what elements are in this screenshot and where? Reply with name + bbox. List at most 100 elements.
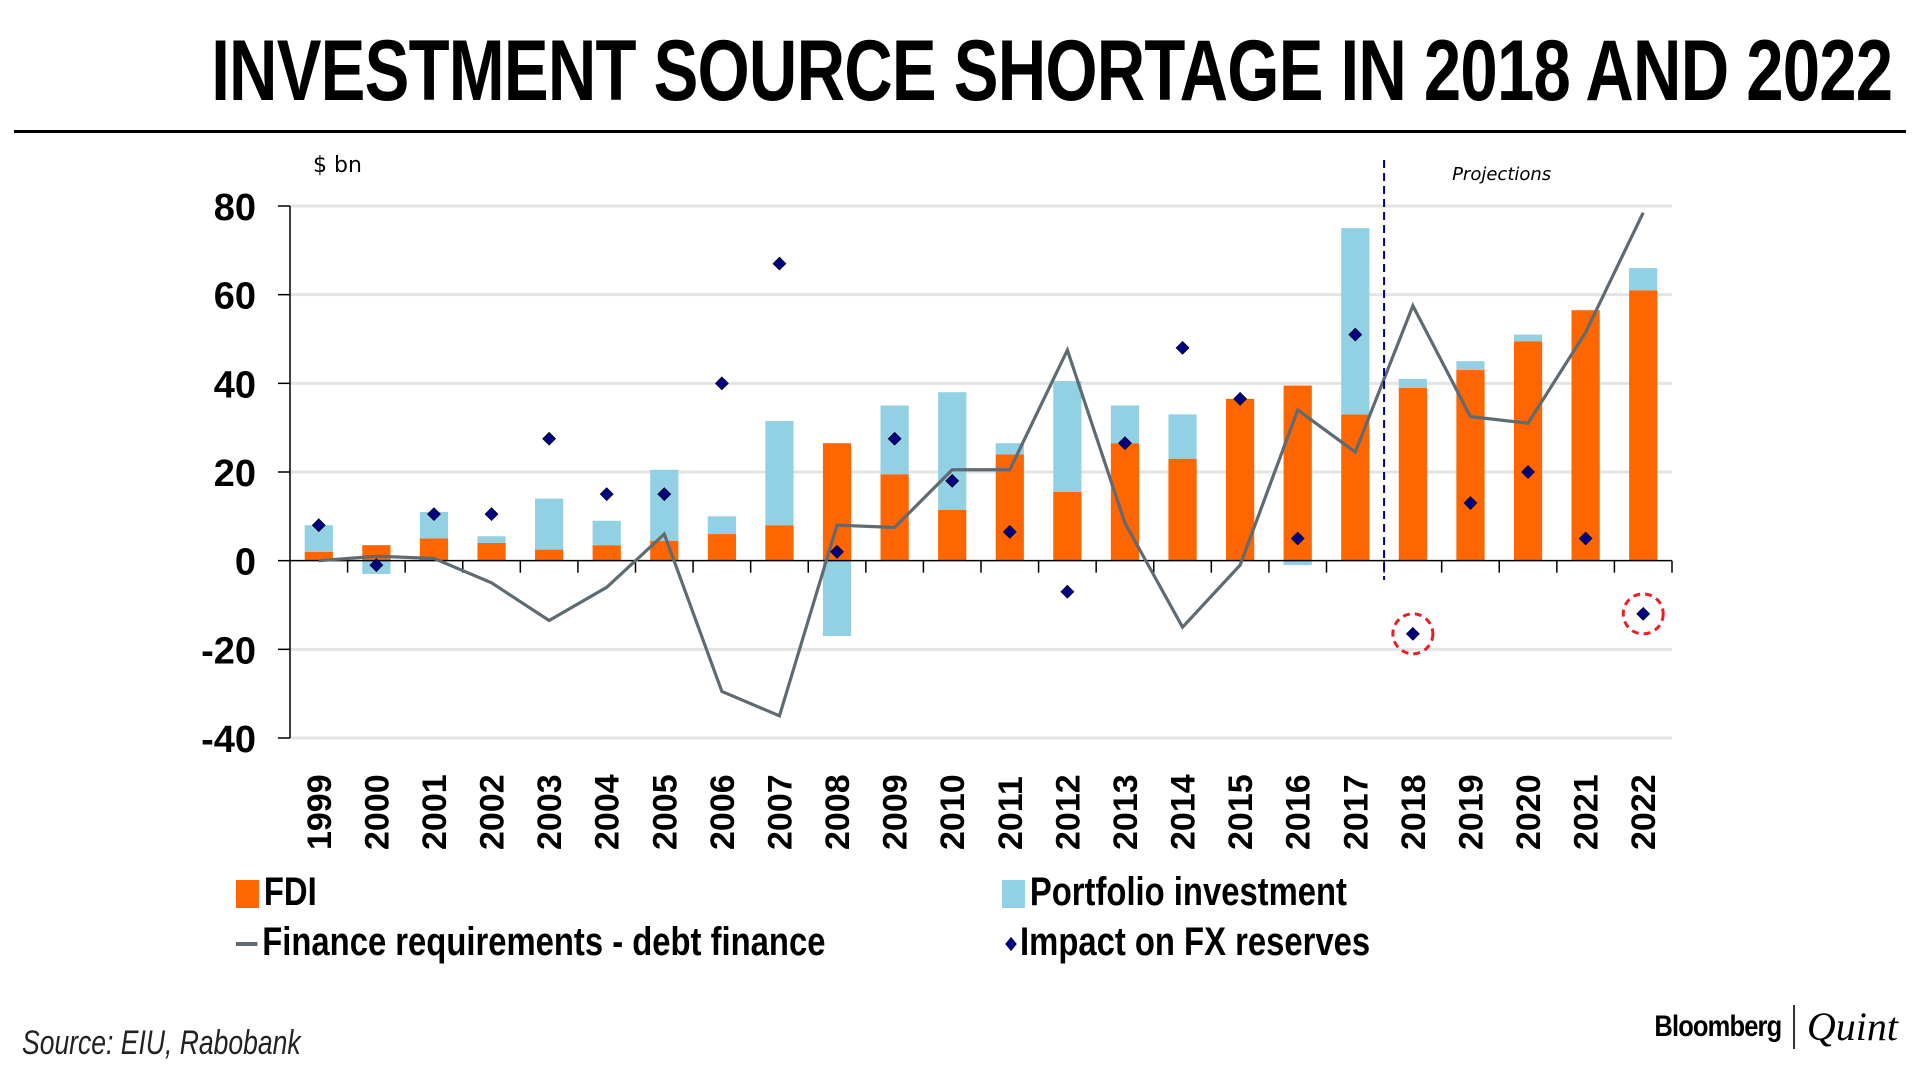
fx-reserve-point [1348,327,1363,342]
y-tick-label: -20 [201,630,256,672]
fx-reserve-point [1405,626,1420,641]
bar-fdi [304,551,333,561]
bars [304,228,1658,637]
fx-reserve-point [311,518,326,533]
x-tick-label: 2022 [1625,774,1663,850]
fx-reserve-point [1463,496,1478,510]
x-tick-label: 1999 [301,774,339,850]
x-tick-label: 2000 [358,774,396,850]
bar-fdi [765,525,794,561]
bar-portfolio [707,516,736,535]
bar-portfolio [1629,268,1658,291]
gridlines [290,204,1672,740]
fx-reserve-point [1002,524,1017,539]
fx-reserve-point [484,507,499,522]
source-note: Source: EIU, Rabobank [22,1024,301,1062]
y-tick-label: 60 [214,276,256,318]
x-tick-label: 2016 [1280,774,1318,850]
bar-fdi [1341,414,1370,561]
axis-labels: 80 60 40 20 0 -20 -40 $ bn 1999 2000 2001 2002 2003 2… [201,153,1663,850]
bar-portfolio [1341,228,1370,415]
x-tick-label: 2011 [992,776,1030,850]
projections-label: Projections [1452,164,1551,185]
fx-reserve-point [830,544,844,559]
line-swatch [236,942,258,947]
fx-reserve-point [1290,531,1305,546]
bar-fdi [1571,310,1600,561]
fx-reserve-point [369,558,384,573]
x-tick-label: 2020 [1510,774,1548,850]
x-tick-label: 2021 [1568,774,1606,850]
bar-fdi [1513,341,1543,561]
highlight-circle [1391,612,1435,656]
brand-divider [1792,1004,1795,1049]
x-tick-label: 2017 [1337,774,1375,850]
brand-bloomberg: Bloomberg [1653,1009,1782,1043]
y-tick-label: 0 [235,542,256,584]
y-tick-label: 20 [214,453,256,495]
fdi-swatch [236,880,259,909]
x-tick-label: 2013 [1107,774,1145,850]
fx-reserve-point [1578,531,1593,546]
x-tick-label: 2008 [819,774,857,850]
bar-fdi [592,545,621,561]
fx-reserve-point [945,473,960,488]
chart-title: INVESTMENT SOURCE SHORTAGE IN 2018 AND 2… [211,23,1893,119]
bar-portfolio [765,421,794,526]
x-tick-label: 2007 [761,774,799,850]
legend-item-fx-reserves: Impact on FX reserves [1002,920,1370,965]
debt-finance-line [318,211,1645,719]
fx-reserve-point [772,256,787,271]
y-tick-label: 80 [214,187,256,229]
bar-fdi [1629,290,1658,561]
x-tick-label: 2015 [1222,774,1260,850]
legend-label: Finance requirements - debt finance [262,920,826,964]
title-divider [14,130,1906,133]
fx-reserve-point [1060,584,1075,599]
bar-fdi [822,443,852,561]
bar-fdi [1226,398,1255,561]
y-axis-unit-label: $ bn [313,153,362,178]
y-tick-label: 40 [214,364,256,406]
x-tick-label: 2009 [877,774,915,850]
bar-portfolio [1053,381,1082,492]
bar-fdi [1053,491,1082,561]
highlight-circle [1621,592,1665,636]
bar-fdi [1283,385,1312,561]
axes [278,205,1673,739]
bar-portfolio [650,469,679,541]
y-tick-label: -40 [201,719,256,761]
bar-fdi [535,549,564,561]
bar-portfolio [995,443,1024,455]
legend-item-portfolio: Portfolio investment [1002,870,1347,915]
x-tick-label: 2014 [1165,774,1203,850]
x-tick-label: 2010 [934,774,972,850]
bar-fdi [1168,458,1197,561]
fx-reserve-points [311,256,1651,641]
bar-portfolio [938,392,967,510]
fx-reserve-point [1233,391,1248,406]
bar-portfolio [477,536,506,543]
x-tick-label: 2004 [589,774,627,850]
bar-fdi [419,538,449,561]
bar-fdi [1398,387,1427,561]
bar-portfolio [1398,378,1427,388]
brand-logo: Bloomberg Quint [1632,1003,1898,1050]
legend-item-fdi: FDI [236,870,317,915]
fx-reserve-point [599,487,614,502]
bar-portfolio [1168,414,1197,459]
chart: Projections 80 60 40 20 0 -20 -40 $ bn 1999 2000 2… [201,153,1673,850]
brand-quint: Quint [1806,1004,1898,1049]
fx-reserve-point [1175,340,1190,355]
bar-fdi [477,542,506,561]
x-tick-label: 2002 [474,774,512,850]
bar-fdi [995,454,1024,561]
annotations: Projections [1383,160,1665,656]
x-tick-label: 2012 [1049,774,1087,850]
fx-reserve-point [714,376,729,391]
fx-reserve-point [1636,606,1651,621]
bar-fdi [707,534,736,561]
x-tick-label: 2003 [531,774,569,850]
fx-reserve-point [1118,436,1132,451]
legend-label: FDI [263,870,317,914]
